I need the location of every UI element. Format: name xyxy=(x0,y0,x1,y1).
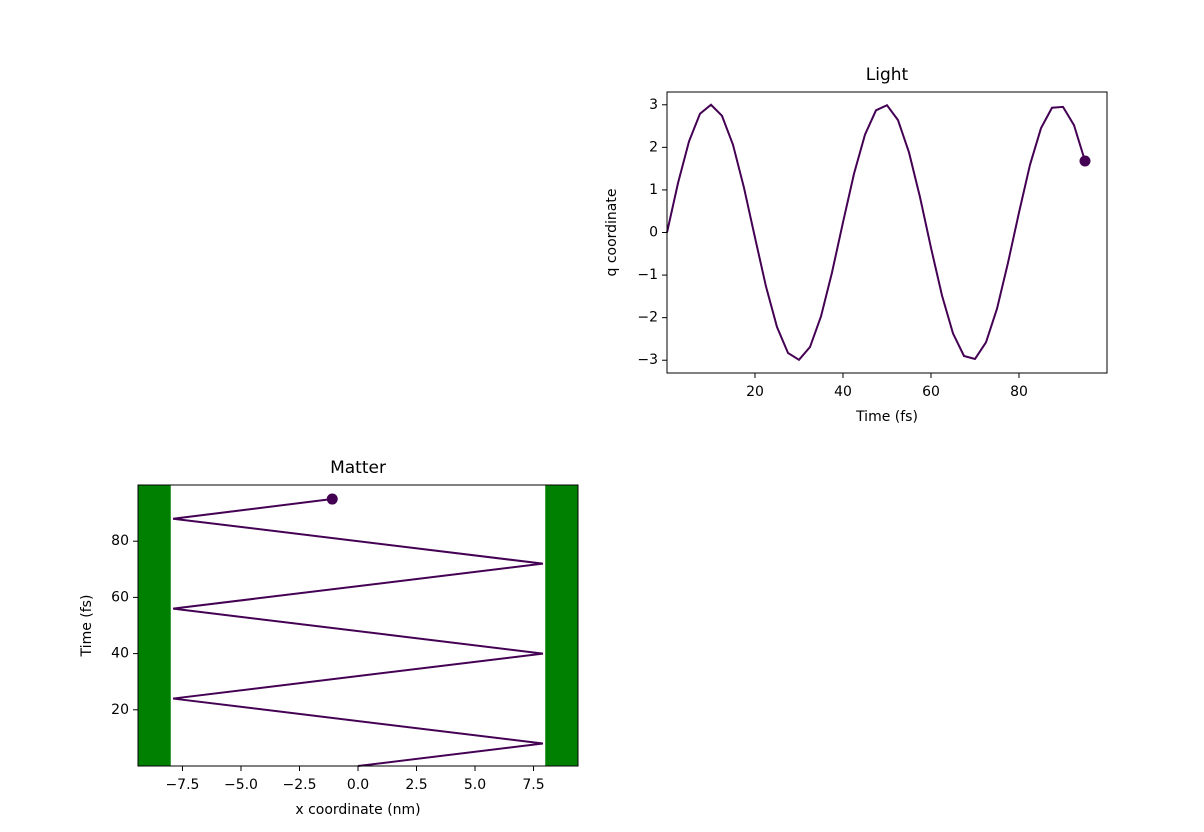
y-axis-label: q coordinate xyxy=(604,188,620,276)
end-marker xyxy=(1079,155,1091,167)
x-axis-label: Time (fs) xyxy=(855,409,918,425)
y-tick-label: 40 xyxy=(111,646,129,662)
y-tick-label: 20 xyxy=(111,702,129,718)
x-tick-label: −5.0 xyxy=(224,777,258,793)
axes-frame xyxy=(137,484,579,767)
data-line xyxy=(172,498,544,767)
y-tick-label: −2 xyxy=(637,310,658,326)
wall xyxy=(138,485,171,766)
y-tick-label: 1 xyxy=(649,182,658,198)
x-tick-label: 0.0 xyxy=(347,777,369,793)
end-marker xyxy=(326,493,338,505)
y-tick-label: 80 xyxy=(111,533,129,549)
x-tick-label: 20 xyxy=(746,384,764,400)
x-tick-label: 5.0 xyxy=(464,777,486,793)
axes-frame xyxy=(666,91,1108,374)
x-tick-label: 40 xyxy=(834,384,852,400)
y-tick-label: −1 xyxy=(637,267,658,283)
y-tick-label: 2 xyxy=(649,139,658,155)
chart-title: Matter xyxy=(330,458,386,478)
x-axis-label: x coordinate (nm) xyxy=(295,802,420,818)
wall xyxy=(545,485,578,766)
chart-title: Light xyxy=(866,65,909,85)
y-tick-label: 3 xyxy=(649,97,658,113)
x-tick-label: 80 xyxy=(1010,384,1028,400)
x-tick-label: 7.5 xyxy=(522,777,544,793)
y-tick-label: 60 xyxy=(111,589,129,605)
x-tick-label: −2.5 xyxy=(282,777,316,793)
y-tick-label: −3 xyxy=(637,352,658,368)
y-axis-label: Time (fs) xyxy=(79,595,95,658)
x-tick-label: 2.5 xyxy=(405,777,427,793)
x-tick-label: −7.5 xyxy=(165,777,199,793)
data-line xyxy=(666,103,1086,362)
x-tick-label: 60 xyxy=(922,384,940,400)
y-tick-label: 0 xyxy=(649,225,658,241)
